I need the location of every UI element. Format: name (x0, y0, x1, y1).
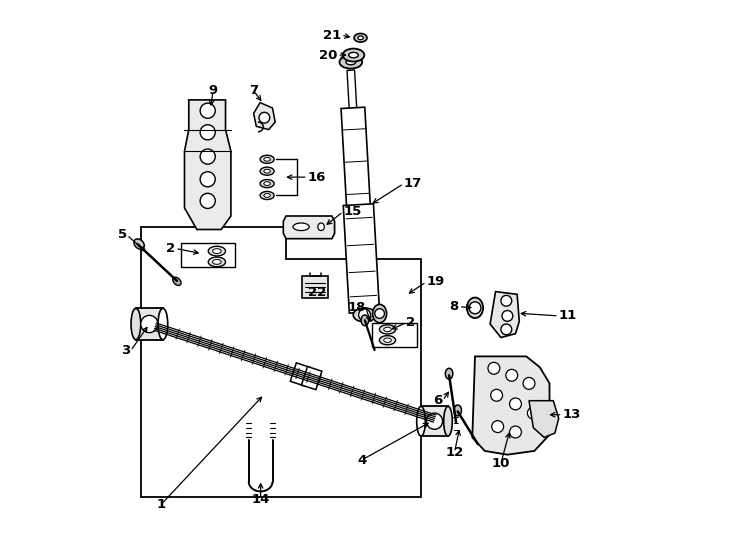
Ellipse shape (384, 338, 391, 342)
Text: 16: 16 (308, 171, 326, 184)
Text: 22: 22 (308, 286, 327, 299)
Ellipse shape (172, 277, 181, 286)
Text: 10: 10 (492, 457, 510, 470)
Circle shape (200, 172, 215, 187)
Ellipse shape (339, 56, 362, 69)
Polygon shape (184, 100, 231, 230)
Circle shape (501, 324, 512, 335)
Ellipse shape (346, 59, 356, 65)
Ellipse shape (293, 223, 309, 231)
Text: 13: 13 (562, 408, 581, 421)
Ellipse shape (354, 33, 367, 42)
Ellipse shape (417, 406, 425, 436)
Ellipse shape (134, 239, 145, 249)
Polygon shape (136, 308, 163, 340)
Bar (302, 276, 328, 298)
Ellipse shape (208, 257, 225, 267)
Circle shape (200, 193, 215, 208)
Circle shape (200, 103, 215, 118)
Text: 12: 12 (446, 446, 464, 459)
Circle shape (501, 295, 512, 306)
Circle shape (523, 377, 535, 389)
Ellipse shape (264, 181, 270, 186)
Ellipse shape (264, 158, 270, 161)
Ellipse shape (384, 327, 391, 332)
Text: 7: 7 (249, 84, 258, 97)
Polygon shape (472, 356, 550, 455)
Bar (181, 243, 235, 267)
Text: 4: 4 (357, 454, 366, 467)
Ellipse shape (260, 192, 274, 200)
Circle shape (469, 302, 481, 314)
Circle shape (259, 112, 270, 123)
Polygon shape (341, 107, 371, 211)
Ellipse shape (373, 305, 387, 323)
Circle shape (528, 407, 539, 419)
Text: 21: 21 (323, 29, 341, 42)
Bar (302, 367, 322, 390)
Ellipse shape (213, 248, 221, 253)
Text: 17: 17 (404, 177, 422, 190)
Circle shape (359, 309, 371, 321)
Circle shape (506, 369, 517, 381)
Text: 14: 14 (252, 493, 270, 506)
Ellipse shape (446, 368, 453, 379)
Text: 15: 15 (344, 205, 361, 218)
Ellipse shape (264, 169, 270, 173)
Polygon shape (529, 401, 559, 437)
Circle shape (490, 389, 503, 401)
Ellipse shape (379, 325, 396, 334)
Text: 20: 20 (319, 49, 338, 62)
Ellipse shape (454, 405, 462, 416)
Polygon shape (344, 204, 379, 313)
Ellipse shape (443, 406, 452, 436)
Ellipse shape (260, 179, 274, 187)
Ellipse shape (357, 36, 363, 39)
Text: 6: 6 (433, 394, 443, 407)
Ellipse shape (213, 259, 221, 264)
Ellipse shape (318, 223, 324, 231)
Ellipse shape (131, 308, 141, 340)
Ellipse shape (379, 335, 396, 345)
Text: 1: 1 (156, 498, 165, 511)
Circle shape (502, 310, 513, 321)
Circle shape (200, 125, 215, 140)
Circle shape (488, 362, 500, 374)
Polygon shape (254, 103, 275, 130)
Ellipse shape (467, 298, 483, 318)
Circle shape (375, 309, 385, 319)
Ellipse shape (260, 156, 274, 163)
Ellipse shape (264, 194, 270, 197)
Circle shape (426, 413, 443, 429)
Circle shape (509, 426, 521, 438)
Text: 9: 9 (208, 84, 218, 97)
Ellipse shape (343, 49, 364, 62)
Ellipse shape (353, 308, 376, 322)
Text: 18: 18 (347, 301, 366, 314)
Ellipse shape (208, 246, 225, 256)
Circle shape (141, 315, 158, 333)
Text: 8: 8 (449, 300, 459, 313)
Ellipse shape (361, 315, 368, 326)
Bar (372, 323, 417, 347)
Ellipse shape (260, 167, 274, 175)
Polygon shape (283, 216, 335, 239)
Ellipse shape (349, 52, 358, 58)
Bar (290, 363, 310, 386)
Polygon shape (421, 406, 448, 436)
Text: 19: 19 (426, 275, 445, 288)
Text: 5: 5 (117, 228, 127, 241)
Text: 11: 11 (559, 309, 577, 322)
Ellipse shape (158, 308, 168, 340)
Circle shape (509, 398, 521, 410)
Circle shape (492, 421, 504, 433)
Polygon shape (347, 70, 357, 119)
Polygon shape (490, 292, 519, 338)
Circle shape (200, 149, 215, 164)
Text: 2: 2 (166, 242, 175, 255)
Text: 3: 3 (121, 345, 131, 357)
Text: 2: 2 (406, 316, 415, 329)
